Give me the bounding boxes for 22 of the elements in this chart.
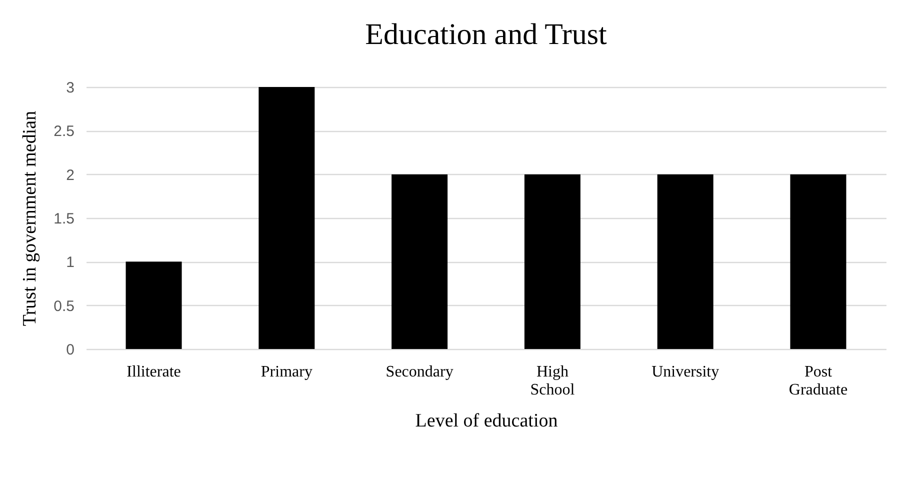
bar (126, 262, 182, 349)
y-tick-label: 0.5 (54, 298, 74, 315)
y-tick-label: 2 (66, 166, 74, 184)
y-tick-label: 1 (66, 254, 74, 272)
bar (258, 87, 315, 349)
bar (392, 174, 448, 349)
x-tick-label: University (652, 364, 720, 380)
bar (657, 174, 714, 349)
x-tick-label: Secondary (386, 364, 454, 380)
y-axis-title: Trust in government median (20, 110, 41, 326)
chart-title: Education and Trust (365, 18, 608, 51)
bar (790, 174, 846, 349)
y-tick-label: 1.5 (54, 210, 74, 228)
x-tick-label: High School (530, 364, 576, 398)
bar (524, 174, 580, 349)
x-tick-label: Illiterate (126, 364, 181, 380)
x-axis-title: Level of education (415, 410, 558, 432)
x-tick-label: Primary (260, 364, 312, 380)
y-tick-label: 2.5 (54, 123, 74, 140)
x-tick-label: Post Graduate (788, 364, 848, 398)
y-tick-label: 3 (66, 80, 74, 96)
y-tick-label: 0 (66, 342, 74, 358)
